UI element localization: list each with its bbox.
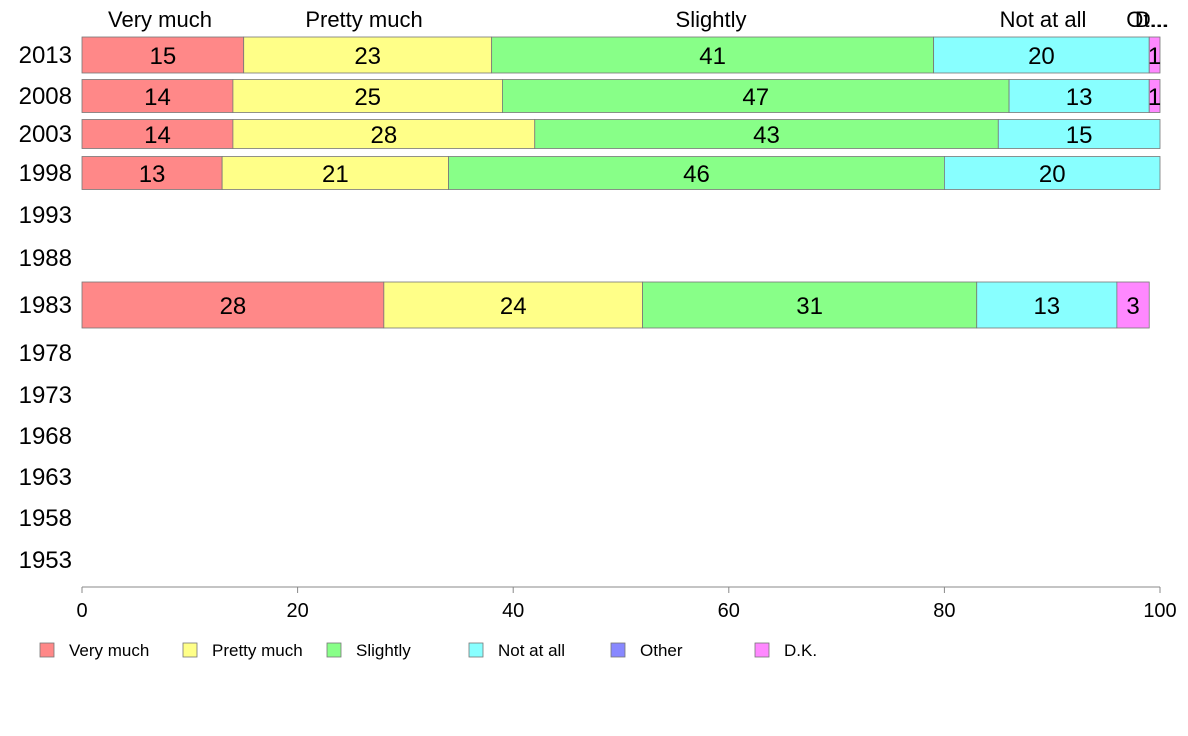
year-label-1993: 1993 [19, 202, 72, 229]
bar-segment-2008-very-much [81, 79, 234, 113]
bar-segment-2013-d-k- [1148, 36, 1161, 74]
legend-label-d-k-: D.K. [784, 641, 817, 660]
bar-segment-2013-slightly [491, 36, 935, 74]
data-label-1983-6: 3 [1126, 293, 1139, 320]
data-label-1983-4: 13 [1033, 293, 1060, 320]
data-label-2003-3: 43 [753, 122, 780, 149]
legend-swatch-d-k- [754, 642, 770, 658]
top-category-label-1: Very much [108, 7, 212, 32]
data-label-2008-4: 13 [1066, 84, 1093, 111]
bar-segment-2008-slightly [502, 79, 1010, 113]
legend-swatch-other [610, 642, 626, 658]
data-label-1983-1: 28 [220, 293, 247, 320]
bar-segment-2003-not-at-all [997, 119, 1161, 149]
x-tick-label-40: 40 [502, 600, 524, 622]
data-label-2003-1: 14 [144, 122, 171, 149]
bar-segment-1983-slightly [642, 281, 978, 329]
data-label-2003-2: 28 [370, 122, 397, 149]
year-label-1958: 1958 [19, 505, 72, 532]
bar-segment-2003-slightly [534, 119, 999, 149]
top-category-label-3: Slightly [676, 7, 747, 32]
data-label-1998-4: 20 [1039, 161, 1066, 188]
year-label-1998: 1998 [19, 160, 72, 187]
data-label-1998-2: 21 [322, 161, 349, 188]
year-label-1953: 1953 [19, 547, 72, 574]
data-label-2013-1: 15 [149, 43, 176, 70]
legend-label-other: Other [640, 641, 683, 660]
year-label-2008: 2008 [19, 83, 72, 110]
bar-segment-1983-not-at-all [976, 281, 1118, 329]
data-label-2008-3: 47 [742, 84, 769, 111]
legend-label-pretty-much: Pretty much [212, 641, 303, 660]
bar-segment-1983-d-k- [1116, 281, 1150, 329]
data-label-2013-4: 20 [1028, 43, 1055, 70]
data-label-1998-3: 46 [683, 161, 710, 188]
legend-swatch-very-much [39, 642, 55, 658]
top-category-label-5: Ot... [1126, 7, 1168, 32]
bar-segment-1998-slightly [448, 156, 945, 190]
year-label-1968: 1968 [19, 423, 72, 450]
data-label-2013-2: 23 [354, 43, 381, 70]
bar-segment-2013-pretty-much [243, 36, 493, 74]
data-label-2013-6: 1 [1148, 43, 1161, 70]
data-label-1998-1: 13 [139, 161, 166, 188]
year-label-1963: 1963 [19, 464, 72, 491]
x-tick-label-80: 80 [933, 600, 955, 622]
bar-segment-2008-not-at-all [1008, 79, 1150, 113]
data-label-1983-3: 31 [796, 293, 823, 320]
bar-segment-2013-not-at-all [933, 36, 1150, 74]
bar-segment-2008-pretty-much [232, 79, 503, 113]
data-label-2008-6: 1 [1148, 84, 1161, 111]
bar-segment-2008-d-k- [1148, 79, 1161, 113]
legend-label-slightly: Slightly [356, 641, 411, 660]
bar-segment-1983-pretty-much [383, 281, 643, 329]
legend-swatch-not-at-all [468, 642, 484, 658]
x-tick-label-100: 100 [1143, 600, 1176, 622]
year-label-1978: 1978 [19, 340, 72, 367]
bar-segment-1998-very-much [81, 156, 223, 190]
x-tick-label-20: 20 [286, 600, 308, 622]
legend-label-not-at-all: Not at all [498, 641, 565, 660]
x-tick-label-0: 0 [76, 600, 87, 622]
data-label-2003-4: 15 [1066, 122, 1093, 149]
year-label-1983: 1983 [19, 292, 72, 319]
year-label-1988: 1988 [19, 245, 72, 272]
data-label-2008-1: 14 [144, 84, 171, 111]
bar-segment-1998-pretty-much [221, 156, 449, 190]
data-label-2008-2: 25 [354, 84, 381, 111]
x-tick-label-60: 60 [718, 600, 740, 622]
legend-swatch-slightly [326, 642, 342, 658]
bar-segment-1983-very-much [81, 281, 385, 329]
data-label-2013-3: 41 [699, 43, 726, 70]
top-category-label-4: Not at all [1000, 7, 1087, 32]
year-label-2013: 2013 [19, 42, 72, 69]
bar-segment-2013-very-much [81, 36, 245, 74]
bar-segment-2003-very-much [81, 119, 234, 149]
legend-label-very-much: Very much [69, 641, 149, 660]
bar-segment-1998-not-at-all [944, 156, 1161, 190]
top-category-label-2: Pretty much [305, 7, 422, 32]
legend-swatch-pretty-much [182, 642, 198, 658]
year-label-2003: 2003 [19, 121, 72, 148]
year-label-1973: 1973 [19, 382, 72, 409]
top-category-label-6: D... [1135, 7, 1169, 32]
data-label-1983-2: 24 [500, 293, 527, 320]
